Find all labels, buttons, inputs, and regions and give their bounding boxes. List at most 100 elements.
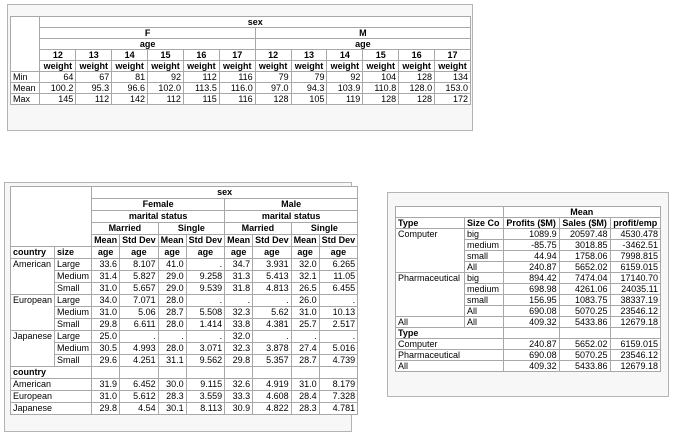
header-cell: age (185, 246, 226, 259)
row-label: big (463, 228, 504, 240)
cell: 128 (254, 93, 292, 105)
cell: 31.4 (91, 270, 121, 283)
header-row: age age (11, 38, 472, 50)
row-label: Medium (54, 306, 93, 319)
header-cell: age (39, 38, 256, 50)
row-label: All (395, 316, 465, 328)
data-row: Computer big 1089.9 20597.48 4530.478 (395, 228, 662, 273)
cell: 112 (182, 71, 220, 83)
cell: 5433.86 (558, 316, 611, 328)
data-row: Medium 30.5 4.993 28.0 3.071 32.3 3.878 27.4 5.0… (11, 342, 359, 355)
cell: 97.0 (254, 82, 292, 94)
cell: 4.781 (318, 402, 359, 415)
cell: 690.08 (502, 349, 560, 361)
row-label: Max (9, 93, 41, 105)
header-cell: Mean (91, 234, 121, 247)
cell: 30.0 (157, 378, 187, 391)
header-cell: weight (398, 60, 436, 72)
cell: 5.06 (119, 306, 159, 319)
cell: 698.98 (502, 283, 560, 295)
header-cell: 14 (326, 49, 364, 61)
header-cell: Mean (157, 234, 187, 247)
cell: 94.3 (290, 82, 328, 94)
cell: 32.0 (290, 258, 320, 271)
cell: 30.1 (157, 402, 187, 415)
row-label: European (9, 294, 56, 331)
cell: 3.878 (252, 342, 292, 355)
cell: 6.611 (119, 318, 159, 331)
row-label: Medium (54, 270, 93, 283)
header-cell: 16 (398, 49, 436, 61)
cell: 3.931 (252, 258, 292, 271)
cell: 31.0 (91, 306, 121, 319)
cell: 240.87 (502, 338, 560, 350)
cell: 6.452 (119, 378, 159, 391)
section-row: country (9, 366, 359, 379)
header-cell: 12 (39, 49, 77, 61)
header-cell: 15 (147, 49, 184, 61)
header-cell: Single (290, 222, 359, 235)
row-label: Pharmaceutical (395, 272, 465, 317)
cell: 17140.70 (609, 272, 662, 284)
section-label: country (9, 366, 93, 379)
header-cell: weight (182, 60, 220, 72)
data-row: European 31.0 5.612 28.3 3.559 33.3 4.608 28.4 7… (9, 390, 359, 403)
empty-cell (224, 366, 254, 379)
cell: 28.7 (157, 306, 187, 319)
header-row: Mean (395, 206, 662, 218)
empty-cell (502, 327, 560, 339)
data-row: small 156.95 1083.75 38337.19 (396, 294, 662, 306)
row-label: All (463, 305, 504, 317)
row-label: Medium (54, 342, 93, 355)
cell: 95.3 (75, 82, 113, 94)
row-label: All (395, 360, 504, 372)
cell: 6159.015 (609, 261, 662, 273)
cell: 7998.815 (609, 250, 662, 262)
cell: 102.0 (147, 82, 184, 94)
cell: 134 (434, 71, 471, 83)
cell: 145 (39, 93, 77, 105)
row-header: Type (395, 217, 465, 229)
cell: 156.95 (502, 294, 560, 306)
cell: 100.2 (39, 82, 77, 94)
cell: 31.0 (91, 390, 121, 403)
empty-cell (558, 327, 611, 339)
header-cell: Std Dev (185, 234, 226, 247)
header-cell: weight (326, 60, 364, 72)
header-cell: 13 (75, 49, 113, 61)
cell: 1083.75 (558, 294, 611, 306)
header-cell: sex (39, 16, 471, 28)
cell: 5.657 (119, 282, 159, 295)
header-cell: weight (75, 60, 113, 72)
header-cell: Mean (502, 206, 662, 218)
cell: 24035.11 (609, 283, 662, 295)
cell: 32.3 (224, 306, 254, 319)
header-cell: Std Dev (252, 234, 292, 247)
cell: 7474.04 (558, 272, 611, 284)
cell: 30.5 (91, 342, 121, 355)
row-label: Pharmaceutical (395, 349, 504, 361)
cell: 128 (398, 93, 436, 105)
cell: 172 (434, 93, 471, 105)
row-label: Computer (395, 338, 504, 350)
row-label: big (463, 272, 504, 284)
cell: 6.265 (318, 258, 359, 271)
cell: 31.0 (290, 378, 320, 391)
cell: 79 (254, 71, 292, 83)
cell: 33.6 (91, 258, 121, 271)
cell: 116 (218, 93, 256, 105)
row-label: Japanese (9, 330, 56, 367)
header-cell: weight (111, 60, 149, 72)
cell: 28.3 (157, 390, 187, 403)
cell: 5.016 (318, 342, 359, 355)
cell: 6.455 (318, 282, 359, 295)
cell: 1.414 (185, 318, 226, 331)
cell: 30.9 (224, 402, 254, 415)
cell: 28.4 (290, 390, 320, 403)
header-cell: age (157, 246, 187, 259)
row-label: Large (54, 294, 93, 307)
data-row: Small 29.6 4.251 31.1 9.562 29.8 5.357 28.7 4.73… (11, 354, 359, 367)
cell: 96.6 (111, 82, 149, 94)
